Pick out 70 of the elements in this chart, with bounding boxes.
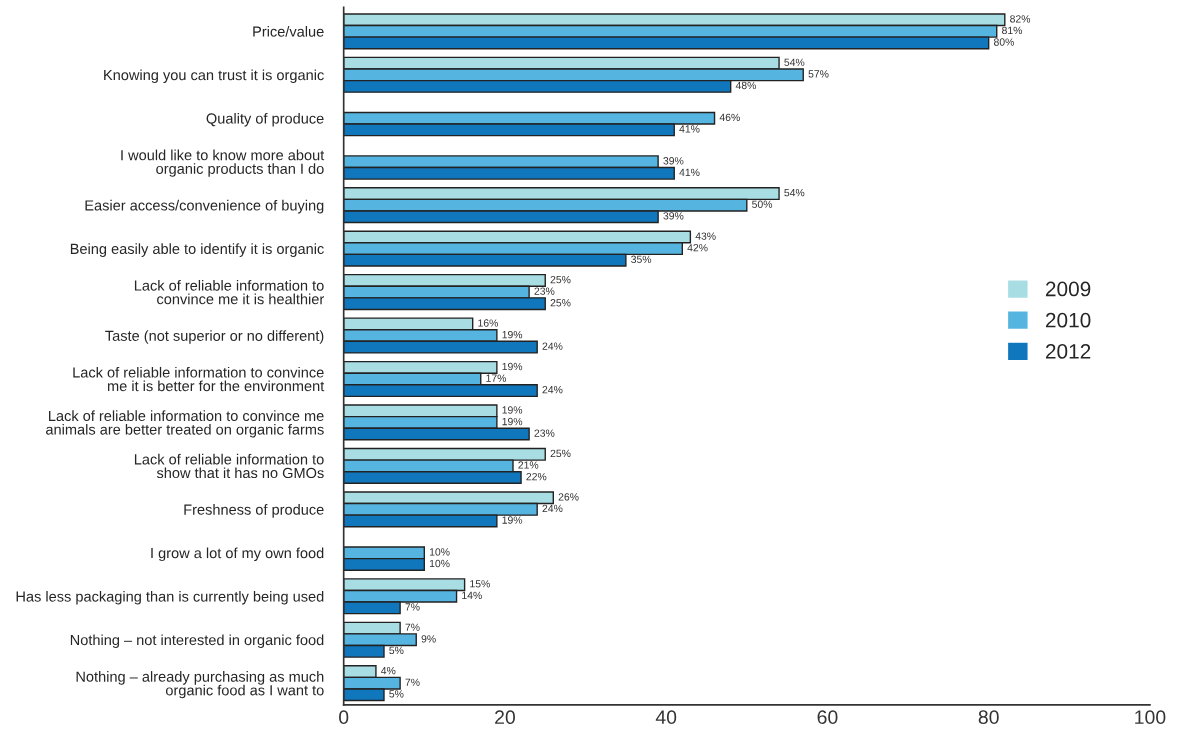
data-label: 15%	[470, 580, 490, 588]
data-label: 25%	[550, 299, 571, 307]
data-label: 35%	[631, 255, 652, 263]
legend-label: 2009	[1045, 281, 1091, 297]
data-label: 14%	[462, 591, 482, 600]
y-tick-label: Quality of produce	[206, 112, 324, 127]
x-tick-label: 60	[817, 710, 838, 725]
data-label: 82%	[1010, 15, 1031, 23]
data-label: 7%	[405, 623, 420, 631]
data-label: 19%	[502, 417, 523, 426]
data-label: 25%	[550, 275, 571, 284]
y-tick-label: Taste (not superior or no different)	[105, 330, 324, 344]
data-label: 54%	[784, 58, 805, 66]
data-label: 5%	[389, 690, 404, 698]
y-tick-label: Price/value	[253, 26, 324, 37]
y-tick-label: Nothing – already purchasing as much organic food as I want to	[76, 671, 324, 699]
x-tick-label: 40	[655, 710, 677, 725]
data-label: 17%	[486, 374, 507, 382]
data-label: 9%	[421, 635, 436, 643]
data-label: 80%	[993, 38, 1014, 46]
legend-label: 2010	[1045, 312, 1091, 328]
data-label: 5%	[389, 646, 404, 655]
data-label: 26%	[558, 493, 579, 501]
data-label: 19%	[502, 330, 523, 339]
x-tick-label: 0	[339, 710, 349, 725]
data-label: 50%	[752, 200, 773, 208]
data-label: 23%	[534, 287, 555, 295]
data-label: 39%	[663, 212, 684, 220]
y-tick-label: Lack of reliable information to convince me it is healthier	[134, 279, 325, 305]
y-tick-label: I grow a lot of my own food	[151, 547, 324, 562]
data-label: 10%	[429, 559, 450, 568]
y-tick-label: Has less packaging than is currently being used	[16, 590, 324, 605]
x-tick-label: 80	[978, 710, 999, 725]
data-label: 81%	[1002, 26, 1023, 35]
legend-label: 2012	[1045, 344, 1091, 359]
data-label: 25%	[550, 449, 571, 458]
y-tick-label: Easier access/convenience of buying	[85, 199, 324, 214]
data-label: 7%	[405, 603, 420, 611]
data-label: 10%	[429, 548, 450, 556]
data-label: 21%	[518, 461, 539, 469]
y-tick-label: Lack of reliable information to show that it has no GMOs	[134, 453, 324, 479]
y-tick-label: Knowing you can trust it is organic	[104, 69, 324, 84]
data-label: 19%	[502, 516, 523, 524]
data-label: 43%	[695, 232, 716, 240]
y-tick-label: Nothing – not interested in organic food	[70, 634, 324, 649]
data-label: 19%	[502, 362, 523, 371]
y-tick-label: Being easily able to identify it is organic	[70, 243, 324, 257]
y-tick-label: Freshness of produce	[184, 504, 324, 518]
data-label: 39%	[663, 157, 684, 165]
y-tick-label: Lack of reliable information to convince me it is better for the environment	[73, 366, 325, 392]
data-label: 24%	[542, 342, 563, 350]
data-label: 16%	[478, 319, 498, 327]
y-tick-label: Lack of reliable information to convince me animals are better treated on organic farms	[46, 410, 324, 438]
data-label: 41%	[679, 125, 700, 133]
data-label: 24%	[542, 504, 563, 513]
data-label: 46%	[719, 113, 740, 122]
data-label: 7%	[405, 678, 420, 686]
y-tick-label: I would like to know more about organic products than I do	[121, 149, 325, 177]
data-label: 19%	[502, 406, 523, 414]
data-label: 22%	[526, 472, 547, 481]
data-label: 4%	[381, 667, 396, 675]
data-label: 57%	[808, 70, 829, 78]
data-label: 41%	[679, 168, 700, 177]
data-label: 54%	[784, 189, 805, 197]
data-label: 42%	[687, 244, 708, 252]
data-label: 23%	[534, 429, 555, 437]
x-tick-label: 100	[1135, 710, 1166, 725]
data-label: 48%	[735, 81, 756, 90]
data-label: 24%	[542, 385, 563, 394]
x-tick-label: 20	[495, 710, 515, 725]
